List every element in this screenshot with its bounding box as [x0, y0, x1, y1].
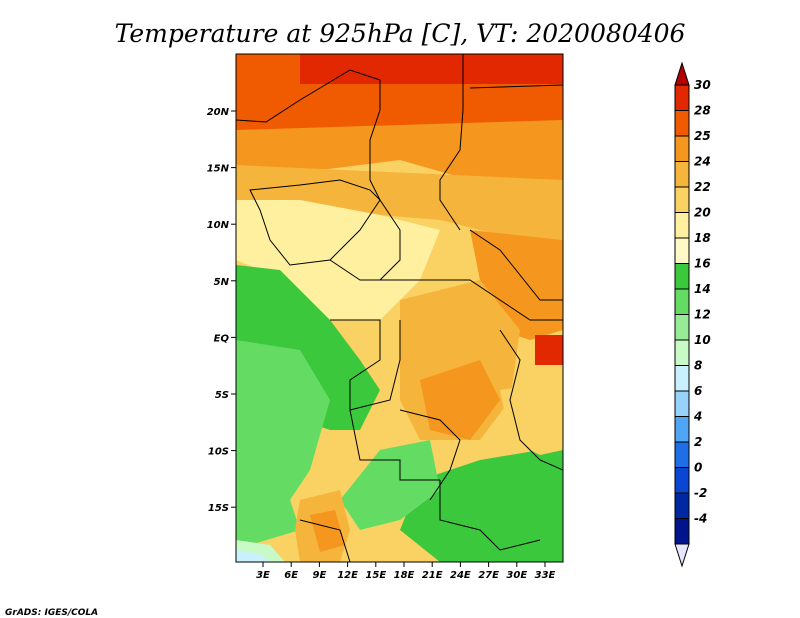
colorbar-segment [674, 416, 690, 443]
map-title: Temperature at 925hPa [C], VT: 202008040… [115, 19, 686, 48]
colorbar-label: 10 [694, 333, 711, 347]
longitude-axis: 3E 6E 9E 12E 15E 18E 21E 24E 27E 30E 33E [256, 562, 556, 581]
colorbar-label: 28 [694, 104, 711, 118]
lon-tick-label: 30E [506, 570, 527, 581]
colorbar-segment [674, 288, 690, 315]
colorbar-segment [674, 390, 690, 417]
lat-tick-label: 15S [208, 503, 229, 514]
colorbar-label: 12 [694, 308, 711, 322]
colorbar-segment [674, 339, 690, 366]
colorbar-label: 0 [694, 461, 702, 475]
colorbar-segment [674, 518, 690, 545]
lat-tick-label: 5N [214, 277, 230, 288]
colorbar-label: 24 [694, 155, 711, 169]
colorbar-label: 4 [693, 410, 702, 424]
colorbar-segment [674, 441, 690, 468]
temp-zone-10 [236, 550, 270, 562]
colorbar-bottom-arrow [674, 543, 690, 568]
temp-zone-24-sw [310, 510, 345, 552]
latitude-axis: 20N 15N 10N 5N EQ 5S 10S 15S [207, 107, 236, 514]
temp-zone-14-south [340, 440, 440, 530]
colorbar-label: 20 [694, 206, 711, 220]
colorbar-segment [674, 212, 690, 239]
lon-tick-label: 12E [337, 570, 358, 581]
colorbar-segment [674, 237, 690, 264]
colorbar-segment [674, 314, 690, 341]
lon-tick-label: 27E [478, 570, 499, 581]
lon-tick-label: 9E [313, 570, 327, 581]
lat-tick-label: 10S [208, 447, 229, 458]
lon-tick-label: 18E [394, 570, 415, 581]
temp-zone-25 [236, 120, 563, 190]
colorbar-label: 6 [694, 384, 702, 398]
map-frame [235, 53, 564, 563]
temp-zone-30-east [535, 335, 563, 365]
colorbar-top-arrow [674, 61, 690, 86]
colorbar-label: 25 [694, 129, 711, 143]
map-panel [236, 54, 563, 562]
colorbar-segment [674, 365, 690, 392]
lat-tick-label: 10N [207, 220, 230, 231]
lat-tick-label: EQ [214, 333, 230, 344]
colorbar-segment [674, 161, 690, 188]
colorbar-label: 14 [694, 282, 711, 296]
colorbar-label: 22 [694, 180, 711, 194]
colorbar-segment [674, 467, 690, 494]
temp-zone-22-se [500, 380, 563, 455]
credit-label: GrADS: IGES/COLA [5, 608, 98, 618]
colorbar-segment [674, 135, 690, 162]
colorbar-segment [674, 186, 690, 213]
lon-tick-label: 6E [284, 570, 298, 581]
lon-tick-label: 15E [365, 570, 386, 581]
colorbar-label: 30 [694, 78, 711, 92]
colorbar-label: 18 [694, 231, 711, 245]
colorbar-label: 8 [694, 359, 702, 373]
lon-tick-label: 33E [535, 570, 556, 581]
colorbar-label: 16 [694, 257, 711, 271]
colorbar-segment [674, 84, 690, 111]
colorbar-segment [674, 110, 690, 137]
colorbar-segment [674, 492, 690, 519]
temp-zone-14 [236, 340, 330, 545]
lat-tick-label: 15N [207, 164, 230, 175]
colorbar-label: -4 [694, 512, 707, 526]
lon-tick-label: 24E [450, 570, 471, 581]
lon-tick-label: 3E [256, 570, 270, 581]
lat-tick-label: 20N [207, 107, 230, 118]
lon-tick-label: 21E [422, 570, 443, 581]
colorbar-label: -2 [694, 486, 707, 500]
temp-zone-24 [236, 165, 563, 240]
temp-zone-30 [300, 54, 563, 84]
colorbar-segment [674, 263, 690, 290]
temp-zone-16-south [400, 440, 563, 562]
country-borders [236, 54, 563, 562]
lat-tick-label: 5S [215, 390, 229, 401]
colorbar-label: 2 [694, 435, 702, 449]
